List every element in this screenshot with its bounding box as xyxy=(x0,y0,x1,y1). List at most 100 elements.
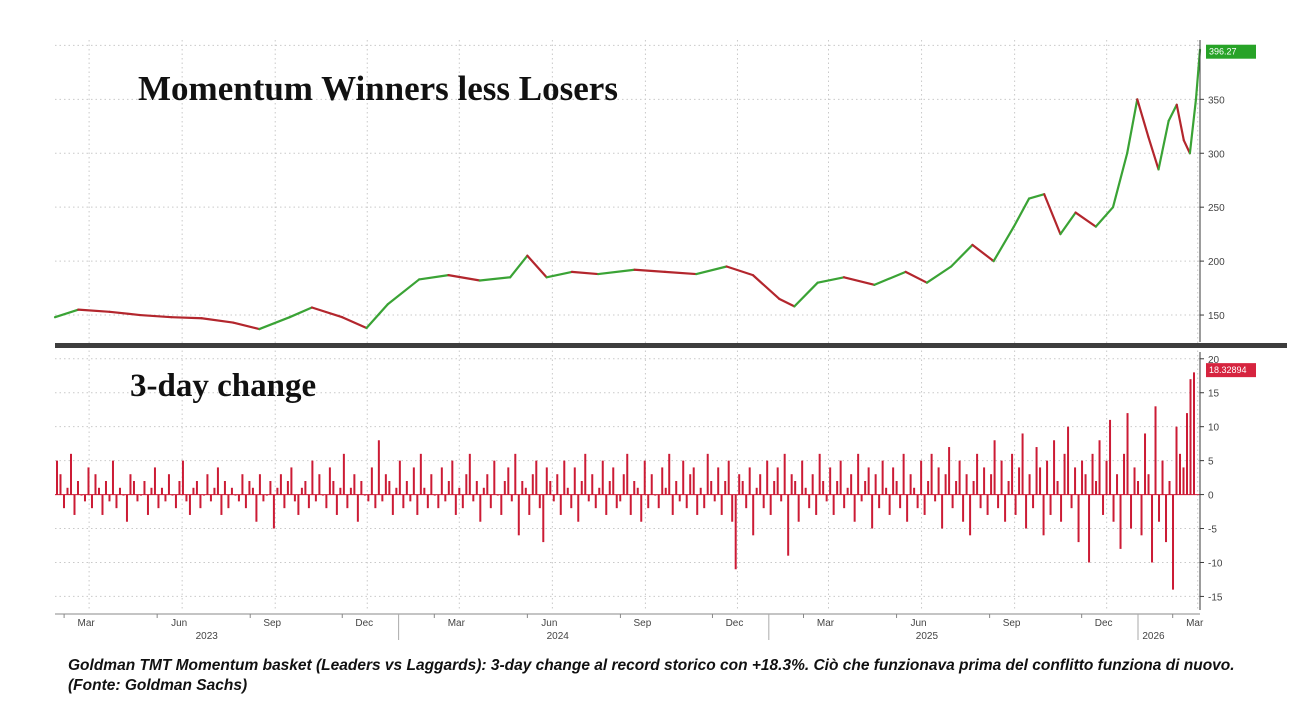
change-bar xyxy=(580,481,583,495)
change-bar xyxy=(1032,494,1035,509)
change-bar xyxy=(1186,413,1189,495)
line-segment xyxy=(725,265,755,277)
y-tick-label: 350 xyxy=(1208,95,1225,106)
line-segment xyxy=(53,308,80,319)
change-bar xyxy=(755,487,758,495)
line-segment xyxy=(1147,135,1160,171)
change-bar xyxy=(66,487,69,495)
change-bar xyxy=(111,460,114,495)
line-segment xyxy=(904,270,928,284)
change-bar xyxy=(482,487,485,495)
change-bar xyxy=(374,494,377,509)
change-bar xyxy=(633,481,636,495)
change-bar xyxy=(290,467,293,495)
change-bar xyxy=(1067,426,1070,495)
change-bar xyxy=(1081,460,1084,495)
change-bar xyxy=(94,474,97,495)
change-bar xyxy=(1123,453,1126,495)
panel-divider xyxy=(55,343,1287,348)
change-bar xyxy=(559,494,562,515)
change-bar xyxy=(829,467,832,495)
change-bar xyxy=(846,487,849,495)
change-bar xyxy=(412,467,415,495)
change-bar xyxy=(297,494,300,515)
month-label: Dec xyxy=(726,618,744,629)
line-segment xyxy=(778,297,796,308)
line-segment xyxy=(1194,48,1202,101)
change-bar xyxy=(794,481,797,495)
change-bar xyxy=(132,481,135,495)
change-bar xyxy=(395,487,398,495)
change-bar xyxy=(1074,467,1077,495)
change-bar xyxy=(937,467,940,495)
year-label: 2025 xyxy=(916,631,939,642)
figure-caption: Goldman TMT Momentum basket (Leaders vs … xyxy=(68,657,1235,694)
change-bar xyxy=(1130,494,1133,529)
change-bar xyxy=(976,453,979,495)
change-bar xyxy=(269,481,272,495)
change-bar xyxy=(706,453,709,495)
month-label: Mar xyxy=(817,618,835,629)
y-tick-label: 5 xyxy=(1208,457,1214,468)
change-bar xyxy=(535,460,538,495)
line-segment xyxy=(992,225,1015,263)
change-bar xyxy=(892,467,895,495)
line-segment xyxy=(950,243,974,268)
change-bar xyxy=(423,487,426,495)
change-bar xyxy=(962,494,965,522)
change-bar xyxy=(601,460,604,495)
change-bar xyxy=(864,481,867,495)
change-bar xyxy=(703,494,706,509)
line-segment xyxy=(108,310,142,317)
change-bar xyxy=(972,481,975,495)
change-bar xyxy=(913,487,916,495)
change-bar xyxy=(689,474,692,495)
change-bar xyxy=(104,481,107,495)
change-bar xyxy=(584,453,587,495)
change-bar xyxy=(304,481,307,495)
change-bar xyxy=(773,481,776,495)
month-label: Jun xyxy=(910,618,926,629)
change-bar xyxy=(626,453,629,495)
change-bar xyxy=(622,474,625,495)
change-bar xyxy=(724,481,727,495)
change-bar xyxy=(391,494,394,515)
line-segment xyxy=(310,306,344,319)
axes: 150 200 250 300 350 20 15 10 5 0 -5 -10 -15 396.27 18.… xyxy=(55,40,1287,642)
change-bar xyxy=(370,467,373,495)
line-segment xyxy=(1012,197,1031,228)
change-bar xyxy=(377,440,380,495)
change-bar xyxy=(360,481,363,495)
change-bar xyxy=(1158,494,1161,522)
change-bar xyxy=(591,474,594,495)
line-segment xyxy=(1094,206,1115,228)
last-value-label: 18.32894 xyxy=(1209,365,1247,375)
change-bar xyxy=(825,494,828,502)
y-tick-label: -10 xyxy=(1208,558,1223,569)
change-bar xyxy=(59,474,62,495)
change-bar xyxy=(1116,474,1119,495)
change-bar xyxy=(563,460,566,495)
line-segment xyxy=(751,274,781,300)
change-bar xyxy=(1025,494,1028,529)
month-label: Sep xyxy=(634,618,652,629)
top-chart-title: Momentum Winners less Losers xyxy=(138,69,618,108)
change-bar xyxy=(570,494,573,509)
change-bar xyxy=(262,494,265,502)
change-bar xyxy=(685,494,688,509)
change-bar xyxy=(745,494,748,509)
change-bar xyxy=(594,494,597,509)
month-label: Sep xyxy=(263,618,281,629)
change-bar xyxy=(213,487,216,495)
change-bar xyxy=(150,487,153,495)
year-label: 2023 xyxy=(196,631,219,642)
line-segment xyxy=(1188,98,1198,155)
line-segment xyxy=(1074,211,1097,228)
line-segment xyxy=(545,270,573,279)
change-bar xyxy=(73,494,76,515)
change-bar xyxy=(671,494,674,515)
change-bar xyxy=(486,474,489,495)
change-bar xyxy=(521,481,524,495)
line-segment xyxy=(1136,98,1150,139)
change-bar xyxy=(335,494,338,515)
